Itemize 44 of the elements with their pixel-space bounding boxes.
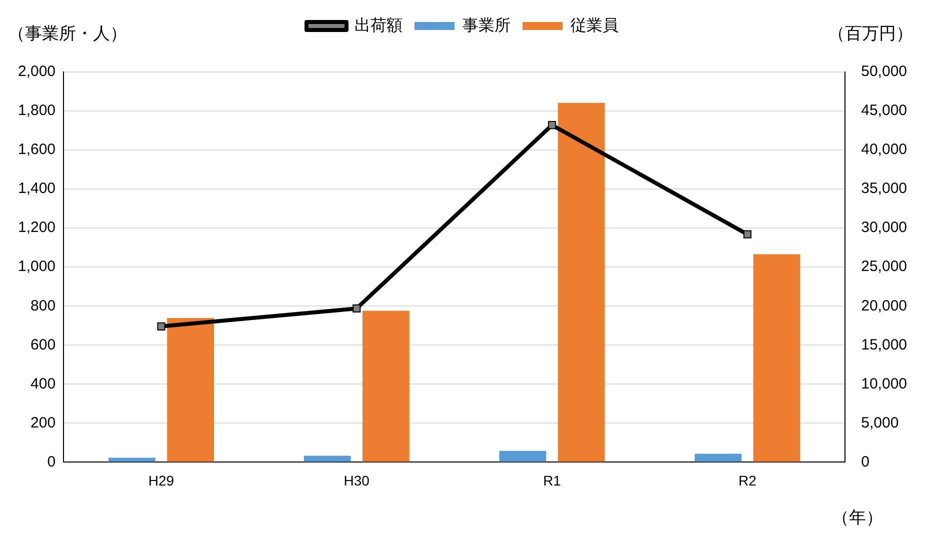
- bar: [167, 318, 214, 462]
- y2-tick-label: 35,000: [861, 180, 908, 198]
- x-tick-label: H29: [148, 472, 174, 488]
- x-tick-label: R2: [738, 472, 757, 488]
- y2-tick-label: 25,000: [861, 258, 908, 276]
- y2-tick-label: 50,000: [861, 63, 908, 80]
- y2-tick-label: 20,000: [861, 297, 908, 314]
- bar: [694, 454, 742, 462]
- bar: [558, 102, 605, 462]
- y-tick-label: 1,400: [18, 180, 56, 198]
- x-tick-label: R1: [543, 472, 562, 488]
- point: [743, 230, 752, 238]
- y-tick-label: 1,600: [18, 141, 56, 158]
- bar: [753, 254, 800, 462]
- point: [157, 322, 166, 330]
- bar: [362, 310, 410, 462]
- y-tick-label: 600: [30, 336, 56, 354]
- y2-tick-label: 15,000: [861, 336, 908, 354]
- y2-tick-label: 5,000: [861, 414, 899, 432]
- point: [352, 304, 361, 312]
- y2-tick-label: 30,000: [861, 219, 908, 236]
- y-tick-label: 2,000: [18, 63, 56, 80]
- y2-tick-label: 10,000: [861, 375, 908, 392]
- legend-label: 出荷額: [354, 16, 402, 34]
- y2-axis-title: （百万円）: [828, 23, 913, 45]
- y-tick-label: 400: [30, 375, 56, 392]
- y-tick-label: 0: [47, 453, 56, 470]
- y-axis-title: （事業所・人）: [8, 23, 127, 45]
- y2-tick-label: 40,000: [861, 141, 908, 158]
- bar: [499, 450, 546, 462]
- legend-label: 事業所: [462, 16, 510, 34]
- bar: [108, 458, 156, 462]
- y2-tick-label: 45,000: [861, 102, 908, 120]
- y-tick-label: 800: [30, 297, 56, 314]
- bar: [304, 456, 351, 462]
- legend-label: 従業員: [570, 16, 618, 34]
- point: [548, 121, 556, 130]
- y-tick-label: 1,800: [18, 102, 56, 120]
- y-tick-label: 1,000: [18, 258, 56, 276]
- x-tick-label: H30: [344, 472, 370, 488]
- y-tick-label: 200: [30, 414, 56, 432]
- x-axis-title: （年）: [832, 507, 883, 529]
- y-tick-label: 1,200: [18, 219, 56, 236]
- y2-tick-label: 0: [861, 453, 870, 470]
